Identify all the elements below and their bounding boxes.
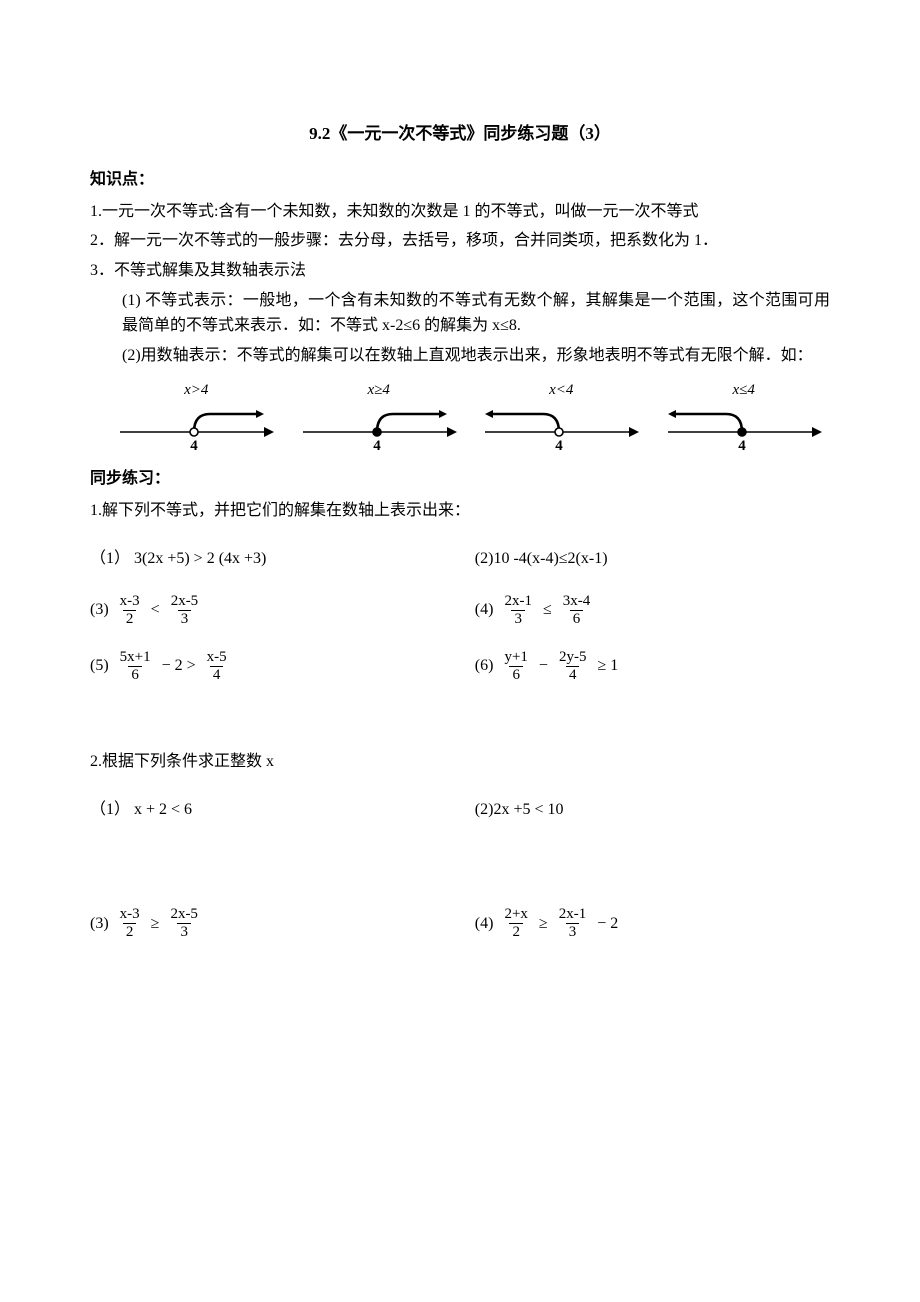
fraction: 2+x2 (501, 906, 530, 940)
numberline-label: x<4 (549, 378, 573, 402)
numberline-icon: 4 (299, 404, 459, 454)
fraction: 2x-53 (167, 906, 201, 940)
fraction: x-32 (117, 593, 143, 627)
numberline-row: x>4 4 x≥4 4 x<4 4 x≤4 4 (110, 378, 830, 454)
prefix: (3) (90, 597, 109, 623)
p2-row-2: (3) x-32 ≥ 2x-53 (4) 2+x2 ≥ 2x-13 − 2 (90, 906, 830, 940)
knowledge-heading: 知识点： (90, 167, 830, 193)
p1-row-2: (3) x-32 < 2x-53 (4) 2x-13 ≤ 3x-46 (90, 593, 830, 627)
tail: ≥ 1 (597, 653, 618, 679)
p1-item-2: (2)10 -4(x-4)≤2(x-1) (475, 546, 830, 572)
fraction: 3x-46 (560, 593, 594, 627)
knowledge-para-1: 1.一元一次不等式:含有一个未知数，未知数的次数是 1 的不等式，叫做一元一次不… (90, 199, 830, 225)
fraction: 2y-54 (556, 649, 590, 683)
p1-item-1: （1） 3(2x +5) > 2 (4x +3) (90, 546, 475, 572)
numberline-icon: 4 (664, 404, 824, 454)
p1-row-3: (5) 5x+16 − 2 > x-54 (6) y+16 − 2y-54 ≥ … (90, 649, 830, 683)
p1-item-4: (4) 2x-13 ≤ 3x-46 (475, 593, 830, 627)
knowledge-para-2: 2．解一元一次不等式的一般步骤：去分母，去括号，移项，合并同类项，把系数化为 1… (90, 228, 830, 254)
page-title: 9.2《一元一次不等式》同步练习题（3） (90, 120, 830, 147)
fraction: y+16 (501, 649, 530, 683)
fraction: x-32 (117, 906, 143, 940)
prefix: (3) (90, 911, 109, 937)
numberline-cell: x≥4 4 (293, 378, 466, 454)
p1-item-3: (3) x-32 < 2x-53 (90, 593, 475, 627)
operator: ≤ (543, 597, 552, 623)
prefix: (4) (475, 597, 494, 623)
numberline-cell: x>4 4 (110, 378, 283, 454)
p2-item-2: (2)2x +5 < 10 (475, 797, 830, 823)
numberline-label: x≤4 (733, 378, 755, 402)
operator: ≥ (151, 911, 160, 937)
p2-item-1: （1） x + 2 < 6 (90, 797, 475, 823)
p1-item-6: (6) y+16 − 2y-54 ≥ 1 (475, 649, 830, 683)
operator: − (539, 653, 548, 679)
p2-row-1: （1） x + 2 < 6 (2)2x +5 < 10 (90, 797, 830, 823)
prefix: (5) (90, 653, 109, 679)
prefix: (6) (475, 653, 494, 679)
knowledge-para-3a: (1) 不等式表示：一般地，一个含有未知数的不等式有无数个解，其解集是一个范围，… (122, 288, 830, 339)
p2-intro: 2.根据下列条件求正整数 x (90, 749, 830, 775)
spacer (90, 705, 830, 745)
fraction: 2x-13 (501, 593, 535, 627)
operator: < (151, 597, 160, 623)
fraction: 5x+16 (117, 649, 154, 683)
numberline-label: x>4 (184, 378, 208, 402)
p2-item-3: (3) x-32 ≥ 2x-53 (90, 906, 475, 940)
knowledge-para-3b: (2)用数轴表示：不等式的解集可以在数轴上直观地表示出来，形象地表明不等式有无限… (122, 343, 830, 369)
tail: − 2 (597, 911, 618, 937)
p2-item-4: (4) 2+x2 ≥ 2x-13 − 2 (475, 906, 830, 940)
operator: ≥ (539, 911, 548, 937)
p1-row-1: （1） 3(2x +5) > 2 (4x +3) (2)10 -4(x-4)≤2… (90, 546, 830, 572)
numberline-icon: 4 (481, 404, 641, 454)
svg-text:4: 4 (373, 438, 381, 454)
svg-text:4: 4 (191, 438, 199, 454)
p1-item-5: (5) 5x+16 − 2 > x-54 (90, 649, 475, 683)
numberline-cell: x≤4 4 (658, 378, 831, 454)
spacer (90, 844, 830, 884)
svg-text:4: 4 (738, 438, 746, 454)
p1-intro: 1.解下列不等式，并把它们的解集在数轴上表示出来： (90, 498, 830, 524)
numberline-label: x≥4 (368, 378, 390, 402)
numberline-cell: x<4 4 (475, 378, 648, 454)
knowledge-para-3: 3．不等式解集及其数轴表示法 (90, 258, 830, 284)
practice-heading: 同步练习： (90, 466, 830, 492)
fraction: x-54 (204, 649, 230, 683)
fraction: 2x-53 (168, 593, 202, 627)
numberline-icon: 4 (116, 404, 276, 454)
svg-text:4: 4 (556, 438, 564, 454)
operator: − 2 > (162, 653, 196, 679)
prefix: (4) (475, 911, 494, 937)
fraction: 2x-13 (556, 906, 590, 940)
